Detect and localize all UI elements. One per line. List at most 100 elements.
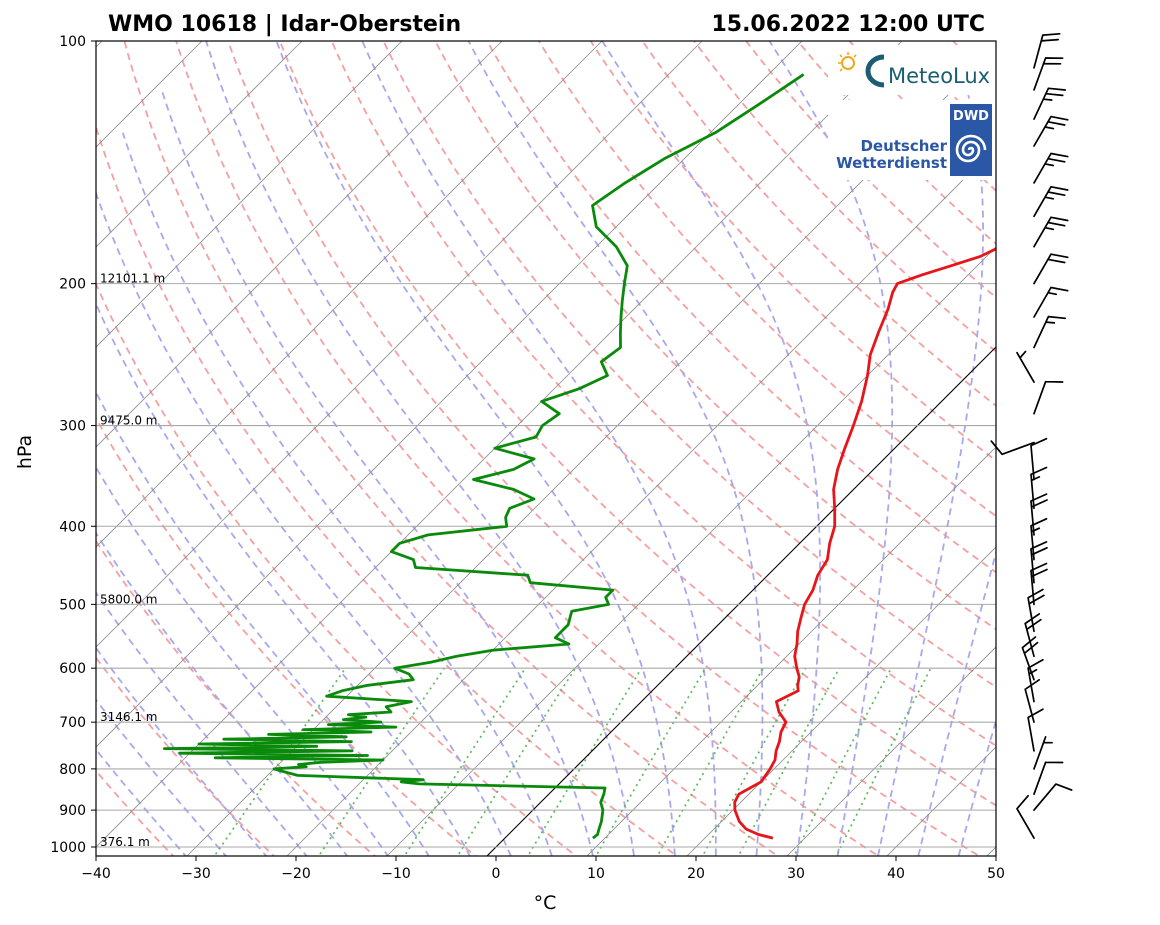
wind-barb xyxy=(1033,152,1069,184)
x-tick-label: −20 xyxy=(281,866,311,882)
wind-barbs xyxy=(990,32,1073,839)
sun-icon xyxy=(838,52,857,72)
wind-barb xyxy=(1016,350,1035,383)
x-tick-label: 10 xyxy=(587,866,605,882)
y-tick-label: 600 xyxy=(59,661,86,677)
meteolux-wordmark: MeteoLux xyxy=(888,64,990,88)
isotherm-line xyxy=(96,41,703,648)
mixing-ratio-line xyxy=(526,667,643,856)
isotherm-line xyxy=(96,41,303,248)
x-tick-label: 50 xyxy=(987,866,1005,882)
chart-title-datetime: 15.06.2022 12:00 UTC xyxy=(711,12,985,37)
height-label: 3146.1 m xyxy=(100,710,158,724)
moist-adiabat-line xyxy=(96,465,389,856)
mixing-ratio-line xyxy=(835,667,932,856)
wind-barb xyxy=(1033,87,1067,120)
mixing-ratio-line xyxy=(403,667,527,856)
wind-barb xyxy=(990,440,1035,456)
isotherm-line xyxy=(686,546,996,856)
moist-adiabat-line xyxy=(996,41,1160,867)
moist-adiabat-line xyxy=(96,591,308,856)
moist-adiabat-line xyxy=(96,531,349,856)
mixing-ratio-line xyxy=(656,667,765,856)
meteolux-swoosh-icon xyxy=(865,54,885,88)
height-label: 9475.0 m xyxy=(100,414,158,428)
dry-adiabat-line xyxy=(330,41,996,747)
moist-adiabat-line xyxy=(160,89,594,856)
meteolux-logo: MeteoLux xyxy=(828,45,996,95)
dry-adiabat-line xyxy=(641,41,996,407)
wind-barb xyxy=(1024,678,1041,723)
moist-adiabat-line xyxy=(467,41,764,856)
moist-adiabat-line xyxy=(361,41,717,856)
isotherm-line xyxy=(96,41,803,748)
dwd-logo: DWD Deutscher Wetterdienst xyxy=(828,100,996,180)
wind-barb xyxy=(1033,115,1069,147)
isotherm-line xyxy=(96,41,603,548)
wind-barb xyxy=(1033,286,1069,318)
wind-barb xyxy=(1027,588,1045,633)
dry-adiabat-line xyxy=(96,281,578,856)
x-tick-label: −40 xyxy=(81,866,111,882)
plot-frame xyxy=(95,40,997,857)
mixing-ratio-line xyxy=(792,667,892,856)
wind-barb xyxy=(1027,658,1044,703)
dry-adiabat-line xyxy=(175,41,881,856)
dwd-badge-text: DWD xyxy=(953,109,989,124)
dry-adiabat-line xyxy=(382,41,996,689)
dewpoint-profile-line xyxy=(162,73,805,840)
dry-adiabat-line xyxy=(537,41,996,518)
wind-barb xyxy=(1033,253,1069,285)
wind-barb xyxy=(1033,380,1064,415)
dwd-spiral-icon xyxy=(955,134,987,163)
mixing-ratio-line xyxy=(456,667,577,856)
moist-adiabat-line xyxy=(96,301,471,856)
moist-adiabat-line xyxy=(601,41,822,856)
height-label: 12101.1 m xyxy=(100,272,165,286)
wind-barb xyxy=(1016,794,1035,839)
mixing-ratio-line xyxy=(594,667,707,856)
wind-barb xyxy=(1033,185,1069,218)
zero-isotherm-line xyxy=(486,346,996,856)
height-label: 5800.0 m xyxy=(100,592,158,606)
y-tick-label: 1000 xyxy=(50,840,86,856)
wind-barb xyxy=(1033,57,1064,91)
wind-barb xyxy=(1027,708,1044,752)
moist-adiabat-line xyxy=(768,41,894,856)
x-tick-label: 20 xyxy=(687,866,705,882)
y-tick-label: 500 xyxy=(59,597,86,613)
dry-adiabat-line xyxy=(434,41,996,631)
y-tick-label: 700 xyxy=(59,715,86,731)
wind-barb xyxy=(1033,736,1053,770)
height-label: 376.1 m xyxy=(100,835,150,849)
mixing-ratio-line xyxy=(317,667,446,856)
dry-adiabat-line xyxy=(1141,23,1160,867)
dry-adiabat-line xyxy=(988,23,1160,867)
y-tick-label: 100 xyxy=(59,34,86,50)
wind-barb xyxy=(1033,783,1073,811)
isotherm-line xyxy=(96,41,503,448)
wind-barb xyxy=(1033,761,1064,796)
y-tick-label: 300 xyxy=(59,419,86,435)
axes: −40 −30 −20 −10 0 10 20 30 40 50 100 200 300 400 500 60… xyxy=(50,34,1005,882)
background-lines xyxy=(96,23,1160,867)
y-tick-label: 800 xyxy=(59,762,86,778)
y-tick-label: 900 xyxy=(59,803,86,819)
moist-adiabat-line xyxy=(96,698,228,856)
dry-adiabat-line xyxy=(1090,23,1160,867)
dry-adiabat-line xyxy=(1039,23,1160,867)
moist-adiabat-line xyxy=(96,390,430,856)
moist-adiabat-line xyxy=(96,646,268,856)
wind-barb xyxy=(1033,315,1067,349)
moist-adiabat-line xyxy=(917,548,996,856)
isotherm-line xyxy=(96,41,903,848)
mixing-ratio-line xyxy=(737,667,841,856)
isotherm-line xyxy=(986,846,996,856)
isotherm-line xyxy=(96,41,403,348)
isotherm-line xyxy=(586,446,996,856)
dry-adiabat-line xyxy=(96,124,679,856)
x-tick-label: 40 xyxy=(887,866,905,882)
wind-barb xyxy=(1033,32,1061,69)
temperature-profile-line xyxy=(733,247,996,840)
